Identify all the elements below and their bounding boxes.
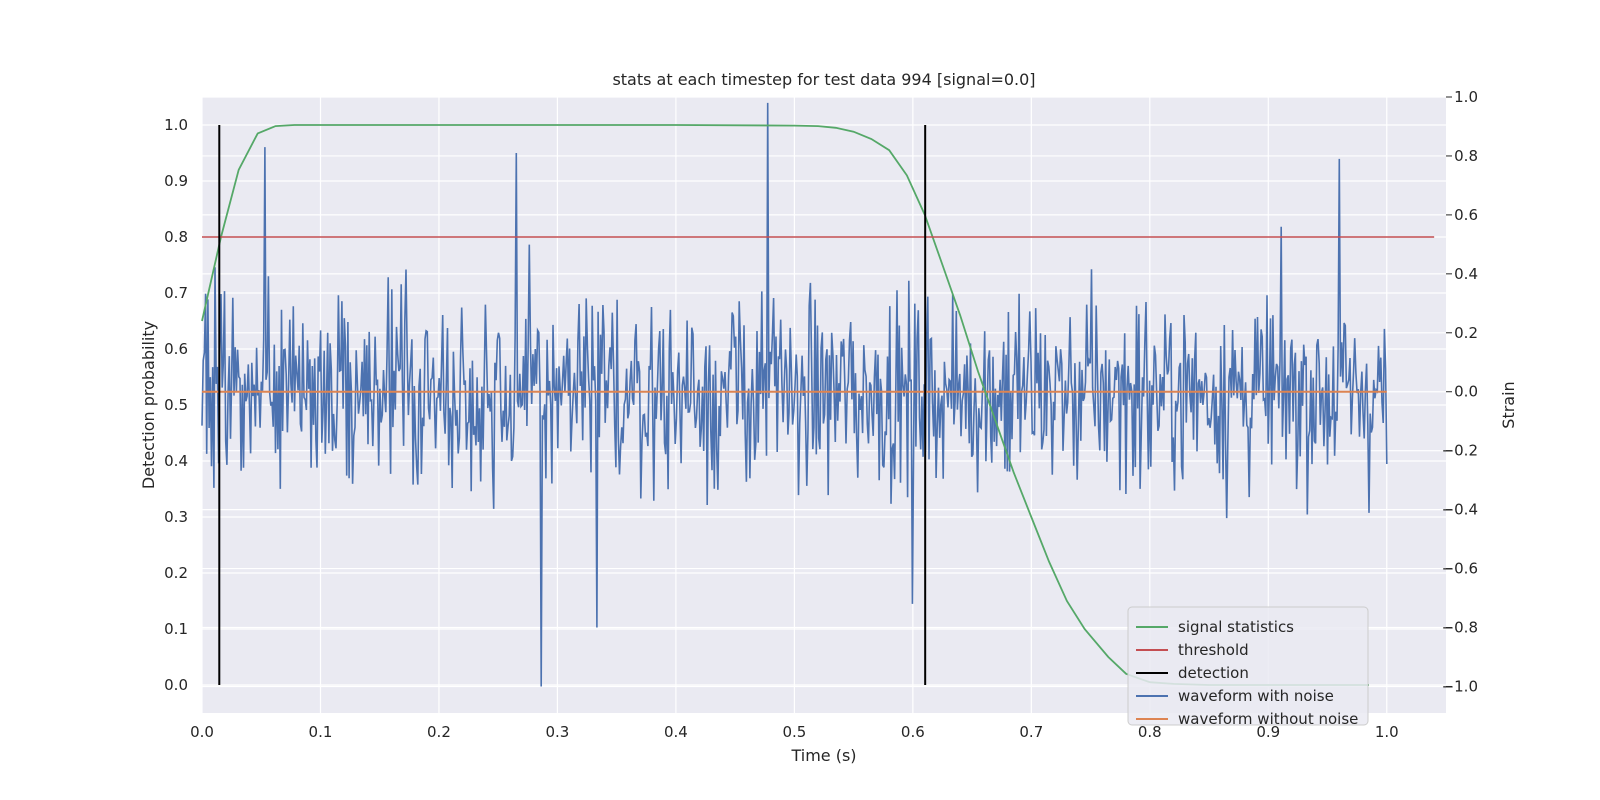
legend-label: detection	[1178, 664, 1249, 682]
chart-title: stats at each timestep for test data 994…	[612, 70, 1035, 89]
y-right-axis-title: Strain	[1499, 381, 1518, 428]
x-tick-label: 0.1	[309, 723, 333, 741]
y-right-tick-label: 0.8	[1454, 147, 1478, 165]
y-axis-title: Detection probability	[139, 321, 158, 489]
series-waveform-with-noise	[201, 102, 1388, 687]
x-axis-title: Time (s)	[790, 746, 856, 765]
legend: signal statistics threshold detection wavef…	[1127, 606, 1369, 728]
y-right-tick-label: 1.0	[1454, 88, 1478, 106]
y-tick-label: 1.0	[164, 116, 188, 134]
x-tick-label: 0.9	[1256, 723, 1280, 741]
y-tick-label: 0.0	[164, 676, 188, 694]
y-tick-label: 0.1	[164, 620, 188, 638]
y-tick-label: 0.2	[164, 564, 188, 582]
legend-label: signal statistics	[1178, 618, 1294, 636]
y-tick-label: 0.7	[164, 284, 188, 302]
x-tick-label: 0.8	[1138, 723, 1162, 741]
y-tick-label: 0.5	[164, 396, 188, 414]
y-right-tick-label: −0.2	[1442, 442, 1478, 460]
x-tick-label: 0.3	[545, 723, 569, 741]
legend-label: threshold	[1178, 641, 1249, 659]
y-right-tick-label: 0.0	[1454, 383, 1478, 401]
x-tick-label: 0.2	[427, 723, 451, 741]
y-right-tick-label: −0.4	[1442, 501, 1478, 519]
y-tick-label: 0.3	[164, 508, 188, 526]
y-right-tick-label: 0.6	[1454, 206, 1478, 224]
legend-label: waveform with noise	[1178, 687, 1334, 705]
y-right-tick-label: 0.4	[1454, 265, 1478, 283]
y-right-tick-label: −0.8	[1442, 619, 1478, 637]
y-right-tick-label: −1.0	[1442, 677, 1478, 695]
x-tick-label: 0.7	[1019, 723, 1043, 741]
x-tick-label: 0.6	[901, 723, 925, 741]
x-tick-label: 1.0	[1375, 723, 1399, 741]
legend-label: waveform without noise	[1178, 710, 1358, 728]
y-tick-label: 0.6	[164, 340, 188, 358]
y-right-tick-label: −0.6	[1442, 560, 1478, 578]
y-tick-label: 0.4	[164, 452, 188, 470]
y-right-tick-label: 0.2	[1454, 324, 1478, 342]
x-tick-label: 0.0	[190, 723, 214, 741]
x-tick-label: 0.4	[664, 723, 688, 741]
y-tick-label: 0.9	[164, 172, 188, 190]
legend-box	[1127, 606, 1369, 726]
axes-layer: 0.0 0.1 0.2 0.3 0.4 0.5 0.6 0.7 0.8 0.9 1.0 0.0 0.1 0…	[164, 88, 1478, 741]
x-tick-label: 0.5	[782, 723, 806, 741]
y-tick-label: 0.8	[164, 228, 188, 246]
